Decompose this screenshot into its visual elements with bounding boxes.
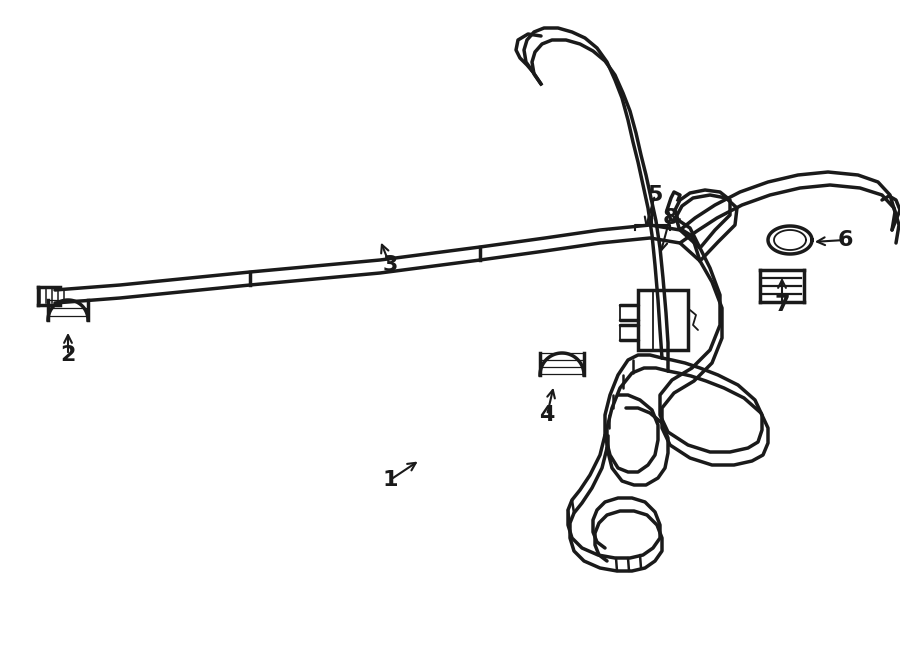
Text: 1: 1: [382, 470, 398, 490]
Text: 6: 6: [837, 230, 853, 250]
Text: 8: 8: [662, 208, 678, 228]
Text: 4: 4: [539, 405, 554, 425]
Text: 5: 5: [647, 185, 662, 205]
Text: 7: 7: [774, 295, 790, 315]
Text: 3: 3: [382, 255, 398, 275]
Bar: [638, 290, 688, 350]
Text: 2: 2: [60, 345, 76, 365]
